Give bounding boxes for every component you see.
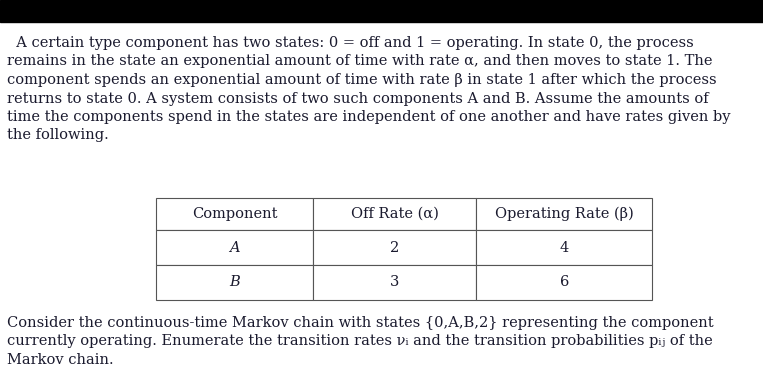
Text: 4: 4 bbox=[560, 241, 569, 254]
Text: remains in the state an exponential amount of time with rate α, and then moves t: remains in the state an exponential amou… bbox=[7, 54, 713, 69]
Text: time the components spend in the states are independent of one another and have : time the components spend in the states … bbox=[7, 110, 730, 124]
Bar bbox=[313, 265, 476, 300]
Text: Markov chain.: Markov chain. bbox=[7, 353, 114, 367]
Text: A: A bbox=[229, 241, 240, 254]
Bar bbox=[313, 198, 476, 230]
Text: B: B bbox=[229, 275, 240, 290]
Text: returns to state 0. A system consists of two such components A and B. Assume the: returns to state 0. A system consists of… bbox=[7, 92, 709, 105]
Text: 3: 3 bbox=[390, 275, 399, 290]
Text: component spends an exponential amount of time with rate β in state 1 after whic: component spends an exponential amount o… bbox=[7, 73, 716, 87]
Text: 2: 2 bbox=[390, 241, 399, 254]
Text: Operating Rate (β): Operating Rate (β) bbox=[495, 207, 634, 221]
Bar bbox=[156, 198, 313, 230]
Bar bbox=[476, 230, 652, 265]
Text: Consider the continuous-time Markov chain with states {0,A,B,2} representing the: Consider the continuous-time Markov chai… bbox=[7, 316, 713, 330]
Bar bbox=[156, 265, 313, 300]
Text: currently operating. Enumerate the transition rates νᵢ and the transition probab: currently operating. Enumerate the trans… bbox=[7, 334, 713, 349]
Text: A certain type component has two states: 0 = off and 1 = operating. In state 0, : A certain type component has two states:… bbox=[7, 36, 694, 50]
Text: the following.: the following. bbox=[7, 129, 109, 142]
Bar bbox=[156, 230, 313, 265]
Bar bbox=[476, 265, 652, 300]
Bar bbox=[0, 0, 763, 22]
Text: 6: 6 bbox=[559, 275, 569, 290]
Text: Component: Component bbox=[192, 207, 277, 221]
Text: Off Rate (α): Off Rate (α) bbox=[350, 207, 439, 221]
Bar bbox=[476, 198, 652, 230]
Bar bbox=[313, 230, 476, 265]
